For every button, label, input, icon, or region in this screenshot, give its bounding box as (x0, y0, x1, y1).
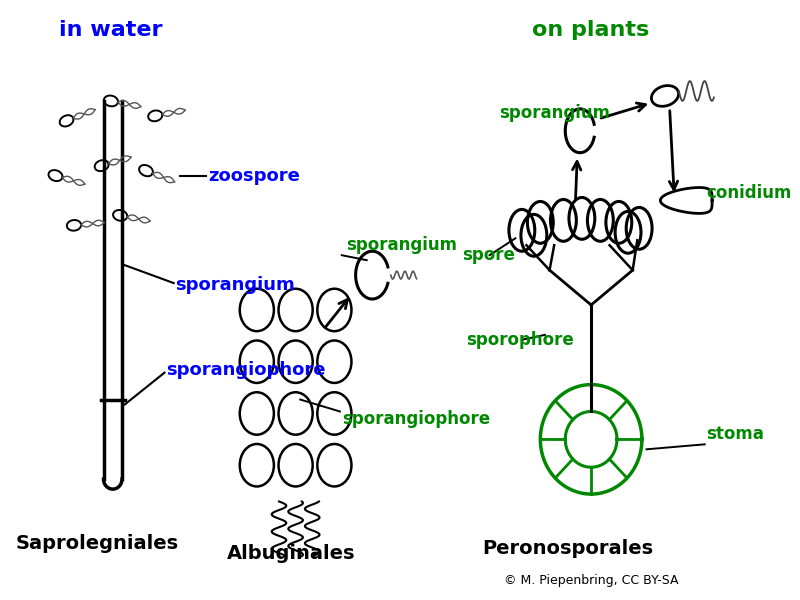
Text: sporangiophore: sporangiophore (166, 361, 326, 379)
Text: sporangiophore: sporangiophore (342, 410, 490, 428)
Text: Saprolegniales: Saprolegniales (15, 534, 178, 553)
Text: on plants: on plants (533, 20, 650, 40)
Text: sporangium: sporangium (498, 104, 610, 122)
Text: Albuginales: Albuginales (226, 544, 355, 563)
Text: in water: in water (59, 20, 162, 40)
Text: © M. Piepenbring, CC BY-SA: © M. Piepenbring, CC BY-SA (504, 574, 678, 587)
Text: conidium: conidium (706, 184, 792, 202)
Text: sporophore: sporophore (466, 331, 574, 349)
Text: stoma: stoma (706, 425, 765, 443)
Text: spore: spore (462, 246, 514, 264)
Text: sporangium: sporangium (346, 236, 458, 254)
Text: Peronosporales: Peronosporales (482, 539, 654, 558)
Text: zoospore: zoospore (208, 167, 300, 185)
Text: sporangium: sporangium (175, 276, 295, 294)
